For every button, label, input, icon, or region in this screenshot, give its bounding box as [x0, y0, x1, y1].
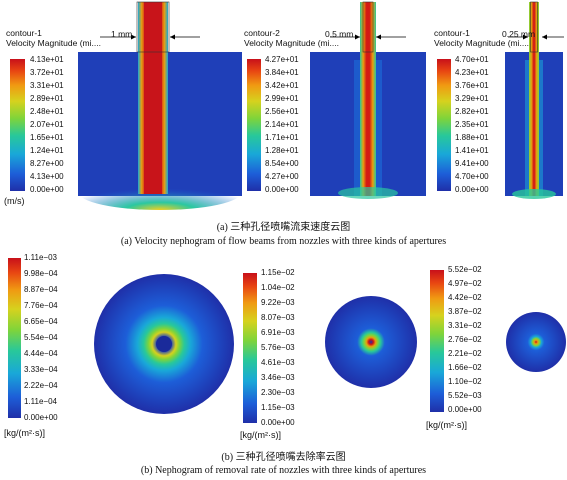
- tick-label: 2.22e−04: [24, 381, 58, 390]
- tick-label: 2.48e+01: [30, 107, 64, 116]
- tick-label: 3.84e+01: [265, 68, 299, 77]
- tick-label: 4.44e−04: [24, 349, 58, 358]
- tick-label: 0.00e+00: [30, 185, 64, 194]
- contour-1-title: contour-1: [6, 28, 42, 38]
- tick-label: 6.65e−04: [24, 317, 58, 326]
- contour-2-subtitle: Velocity Magnitude (mi....: [244, 38, 339, 48]
- colorbar-velocity-1: [10, 59, 25, 191]
- tick-label: 7.76e−04: [24, 301, 58, 310]
- colorbar-velocity-2: [247, 59, 261, 191]
- velocity-contour-3: [505, 1, 563, 199]
- contour-1-subtitle: Velocity Magnitude (mi....: [6, 38, 101, 48]
- tick-label: 3.31e−02: [448, 321, 482, 330]
- tick-label: 5.54e−04: [24, 333, 58, 342]
- colorbar-removal-1: [8, 258, 21, 418]
- tick-label: 5.76e−03: [261, 343, 295, 352]
- tick-label: 3.31e+01: [30, 81, 64, 90]
- tick-label: 8.87e−04: [24, 285, 58, 294]
- removal-unit-label-3: [kg/(m²·s)]: [426, 420, 467, 430]
- tick-label: 1.11e−03: [24, 253, 57, 262]
- tick-label: 4.13e+01: [30, 55, 64, 64]
- tick-label: 0.00e+00: [24, 413, 58, 422]
- aperture-label-2: 0.5 mm: [325, 29, 354, 39]
- tick-label: 4.27e+00: [265, 172, 299, 181]
- tick-label: 1.65e+01: [30, 133, 64, 142]
- aperture-label-3: 0.25 mm: [502, 29, 536, 39]
- tick-label: 4.13e+00: [30, 172, 64, 181]
- aperture-label-1: 1 mm: [111, 29, 133, 39]
- removal-nephogram-2: [325, 296, 417, 388]
- contour-3-subtitle: Velocity Magnitude (mi....: [434, 38, 529, 48]
- tick-label: 4.70e+01: [455, 55, 489, 64]
- tick-label: 2.30e−03: [261, 388, 295, 397]
- removal-unit-label-2: [kg/(m²·s)]: [240, 430, 281, 440]
- contour-3-title: contour-1: [434, 28, 470, 38]
- tick-label: 2.82e+01: [455, 107, 489, 116]
- velocity-unit-label: (m/s): [4, 196, 25, 206]
- tick-label: 5.52e−03: [448, 391, 482, 400]
- tick-label: 1.15e−02: [261, 268, 295, 277]
- tick-label: 1.66e−02: [448, 363, 482, 372]
- tick-label: 1.15e−03: [261, 403, 295, 412]
- contour-2-title: contour-2: [244, 28, 280, 38]
- tick-label: 8.27e+00: [30, 159, 64, 168]
- tick-label: 3.46e−03: [261, 373, 295, 382]
- velocity-contour-2: [310, 1, 426, 199]
- tick-label: 2.14e+01: [265, 120, 299, 129]
- removal-nephogram-3: [506, 312, 566, 372]
- colorbar-velocity-3: [437, 59, 451, 191]
- aperture-marker-3: [508, 34, 564, 40]
- tick-label: 0.00e+00: [261, 418, 295, 427]
- tick-label: 4.97e−02: [448, 279, 482, 288]
- aperture-marker-1: [100, 34, 200, 40]
- removal-nephogram-1: [94, 274, 234, 414]
- tick-label: 6.91e−03: [261, 328, 295, 337]
- tick-label: 3.87e−02: [448, 307, 482, 316]
- tick-label: 2.35e+01: [455, 120, 489, 129]
- tick-label: 3.29e+01: [455, 94, 489, 103]
- caption-a-en: (a) Velocity nephogram of flow beams fro…: [120, 236, 447, 247]
- tick-label: 2.89e+01: [30, 94, 64, 103]
- tick-label: 0.00e+00: [455, 185, 489, 194]
- colorbar-removal-3: [430, 270, 444, 412]
- tick-label: 3.72e+01: [30, 68, 64, 77]
- caption-a-cn: (a) 三种孔径喷嘴流束速度云图: [216, 222, 351, 233]
- colorbar-removal-2: [243, 273, 257, 423]
- tick-label: 2.99e+01: [265, 94, 299, 103]
- tick-label: 2.76e−02: [448, 335, 482, 344]
- tick-label: 1.11e−04: [24, 397, 57, 406]
- tick-label: 1.71e+01: [265, 133, 299, 142]
- tick-label: 4.23e+01: [455, 68, 489, 77]
- removal-unit-label-1: [kg/(m²·s)]: [4, 428, 45, 438]
- caption-b-cn: (b) 三种孔径喷嘴去除率云图: [221, 452, 346, 463]
- tick-label: 0.00e+00: [448, 405, 482, 414]
- caption-b-en: (b) Nephogram of removal rate of nozzles…: [140, 465, 427, 476]
- tick-label: 8.07e−03: [261, 313, 295, 322]
- aperture-marker-2: [330, 34, 406, 40]
- tick-label: 9.41e+00: [455, 159, 489, 168]
- tick-label: 3.42e+01: [265, 81, 299, 90]
- tick-label: 1.04e−02: [261, 283, 295, 292]
- velocity-contour-1: [78, 1, 242, 210]
- tick-label: 2.07e+01: [30, 120, 64, 129]
- tick-label: 1.88e+01: [455, 133, 489, 142]
- tick-label: 1.41e+01: [455, 146, 489, 155]
- tick-label: 0.00e+00: [265, 185, 299, 194]
- tick-label: 4.70e+00: [455, 172, 489, 181]
- tick-label: 4.27e+01: [265, 55, 299, 64]
- tick-label: 8.54e+00: [265, 159, 299, 168]
- tick-label: 1.10e−02: [448, 377, 482, 386]
- tick-label: 3.33e−04: [24, 365, 58, 374]
- tick-label: 4.61e−03: [261, 358, 295, 367]
- tick-label: 1.28e+01: [265, 146, 299, 155]
- tick-label: 2.56e+01: [265, 107, 299, 116]
- tick-label: 9.22e−03: [261, 298, 295, 307]
- tick-label: 2.21e−02: [448, 349, 482, 358]
- tick-label: 9.98e−04: [24, 269, 58, 278]
- tick-label: 5.52e−02: [448, 265, 482, 274]
- tick-label: 4.42e−02: [448, 293, 482, 302]
- tick-label: 3.76e+01: [455, 81, 489, 90]
- tick-label: 1.24e+01: [30, 146, 64, 155]
